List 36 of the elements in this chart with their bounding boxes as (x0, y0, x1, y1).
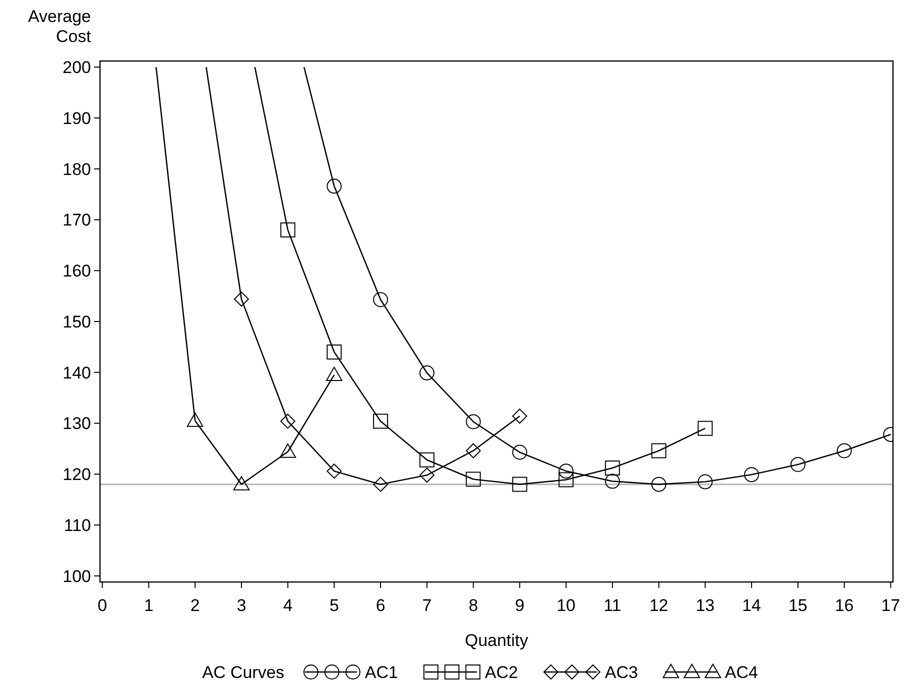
legend-label: AC3 (604, 663, 638, 682)
x-tick-label: 0 (98, 596, 108, 615)
x-tick-label: 3 (236, 596, 246, 615)
y-tick-label: 190 (62, 108, 91, 128)
y-tick-label: 140 (62, 363, 91, 382)
y-tick-label: 160 (62, 262, 91, 281)
x-tick-label: 4 (283, 596, 293, 615)
x-tick-label: 7 (422, 596, 432, 615)
x-tick-label: 5 (329, 596, 339, 615)
legend-label: AC4 (724, 663, 758, 682)
x-tick-label: 13 (696, 596, 715, 615)
y-tick-label: 110 (64, 516, 91, 535)
legend-label: AC2 (484, 663, 518, 682)
y-tick-label: 100 (62, 566, 91, 586)
x-tick-label: 17 (881, 596, 900, 615)
legend-title: AC Curves (202, 663, 284, 682)
x-tick-label: 14 (742, 596, 762, 615)
y-tick-label: 120 (62, 465, 91, 484)
x-tick-label: 11 (604, 596, 622, 615)
x-tick-label: 1 (144, 596, 154, 615)
x-tick-label: 16 (834, 596, 854, 615)
x-tick-label: 9 (514, 596, 524, 615)
x-tick-label: 10 (556, 596, 576, 615)
x-tick-label: 2 (190, 596, 200, 615)
x-axis-title: Quantity (464, 631, 529, 650)
y-tick-label: 150 (62, 312, 91, 332)
legend-label: AC1 (364, 663, 398, 682)
y-tick-label: 180 (62, 160, 91, 179)
y-tick-label: 130 (62, 414, 91, 434)
y-tick-label: 200 (62, 58, 91, 78)
y-axis-title: Average Cost (28, 7, 92, 46)
x-tick-label: 12 (649, 596, 668, 615)
x-tick-label: 6 (376, 596, 386, 615)
x-tick-label: 8 (468, 596, 478, 615)
y-tick-label: 170 (62, 210, 91, 230)
x-tick-label: 15 (788, 596, 808, 615)
